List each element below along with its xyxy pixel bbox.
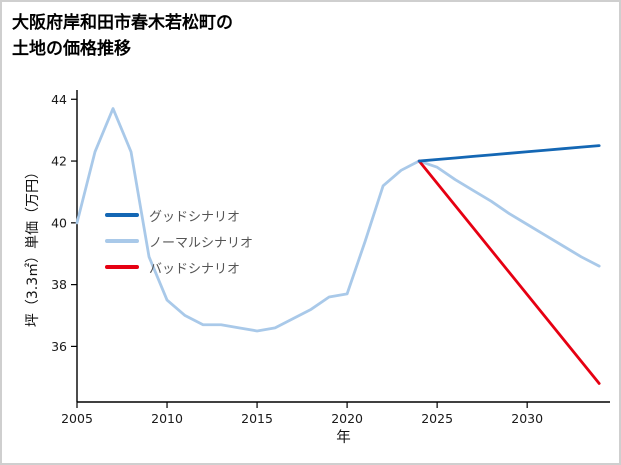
page-title: 大阪府岸和田市春木若松町の 土地の価格推移 [12, 10, 233, 63]
legend-label-normal: ノーマルシナリオ [149, 235, 254, 251]
legend-label-bad: バッドシナリオ [149, 261, 241, 277]
x-tick-label: 2030 [511, 411, 543, 426]
series-line-2 [417, 159, 601, 385]
page-title-line1: 大阪府岸和田市春木若松町の [12, 13, 233, 33]
series-line-1 [75, 107, 601, 333]
legend-item-normal: ノーマルシナリオ [105, 228, 253, 254]
legend-swatch-bad [105, 265, 139, 269]
x-tick-label: 2010 [151, 411, 183, 426]
series-line-0 [417, 144, 601, 163]
chart-legend: グッドシナリオ ノーマルシナリオ バッドシナリオ [105, 202, 253, 280]
legend-swatch-good [105, 213, 139, 217]
x-tick-label: 2015 [241, 411, 273, 426]
y-tick-label: 36 [51, 339, 67, 354]
legend-swatch-normal [105, 239, 139, 243]
x-tick-label: 2005 [61, 411, 93, 426]
y-tick-label: 40 [51, 215, 67, 230]
y-axis-label: 坪（3.3㎡）単価（万円） [25, 164, 41, 328]
page-title-line2: 土地の価格推移 [12, 39, 131, 60]
y-tick-label: 42 [51, 154, 67, 169]
x-tick-label: 2020 [331, 411, 363, 426]
x-axis-label: 年 [336, 430, 351, 446]
y-tick-label: 44 [51, 92, 67, 107]
y-tick-label: 38 [51, 277, 67, 292]
legend-item-good: グッドシナリオ [105, 202, 253, 228]
legend-label-good: グッドシナリオ [149, 209, 241, 225]
legend-item-bad: バッドシナリオ [105, 254, 253, 280]
x-tick-label: 2025 [421, 411, 453, 426]
